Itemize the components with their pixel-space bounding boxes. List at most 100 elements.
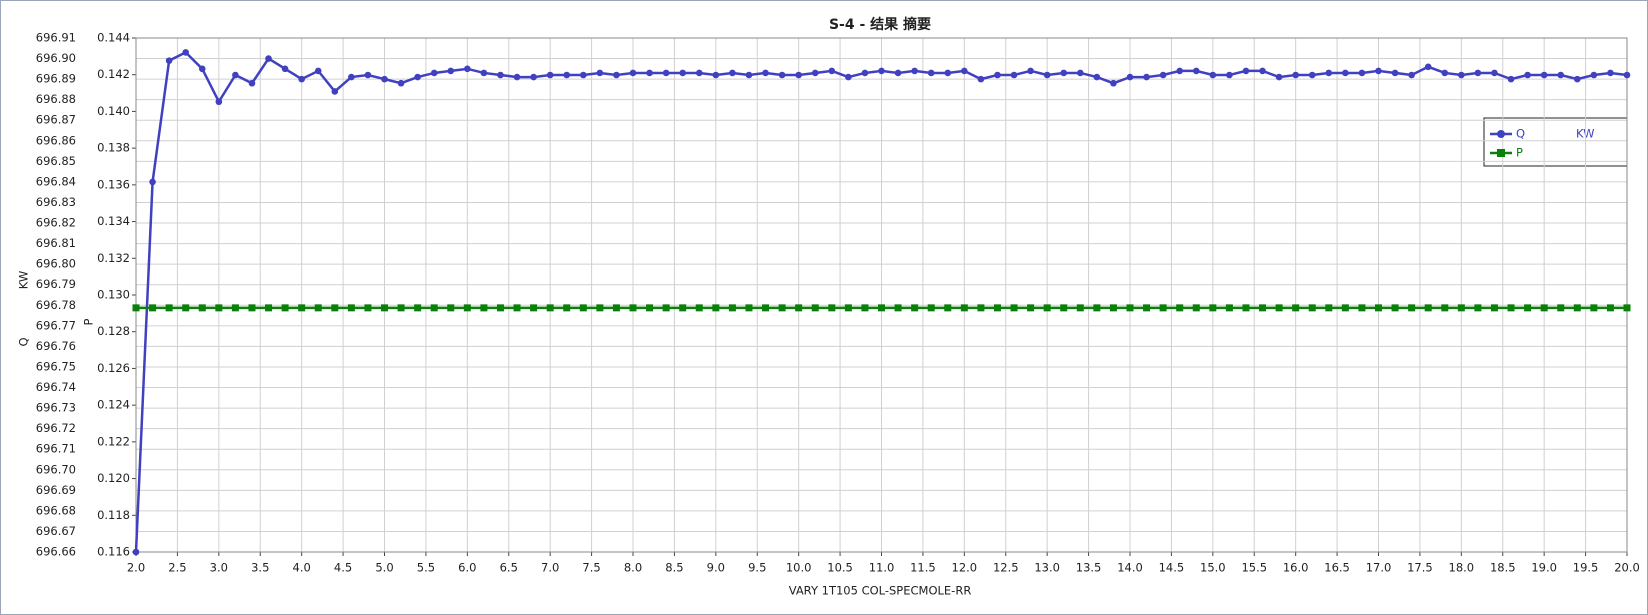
point [496, 304, 504, 312]
point [397, 79, 405, 87]
legend [1483, 117, 1628, 167]
x-tick-label: 16.0 [1283, 561, 1309, 575]
point [960, 304, 968, 312]
point [497, 71, 504, 79]
legend-marker [1497, 149, 1505, 157]
x-tick-label: 9.0 [707, 561, 725, 575]
point [927, 304, 935, 312]
point [165, 304, 173, 312]
point [646, 304, 654, 312]
point [1623, 304, 1631, 312]
point [778, 304, 786, 312]
x-tick-label: 11.5 [910, 561, 936, 575]
point [430, 69, 438, 77]
x-tick-label: 7.5 [582, 561, 600, 575]
x-tick-label: 19.0 [1531, 561, 1557, 575]
point [530, 304, 538, 312]
point [1060, 69, 1068, 77]
point [1192, 67, 1200, 75]
point [878, 67, 885, 75]
point [712, 304, 720, 312]
point [596, 304, 604, 312]
point [447, 67, 455, 75]
point [298, 304, 306, 312]
point [298, 75, 305, 83]
x-tick-label: 14.5 [1159, 561, 1185, 575]
point [1424, 304, 1432, 312]
point [1375, 304, 1382, 312]
point [1375, 67, 1382, 75]
x-tick-label: 4.0 [293, 561, 311, 575]
point [1159, 304, 1167, 312]
x-tick-label: 19.5 [1573, 561, 1599, 575]
point [1010, 304, 1018, 312]
y2-tick-label: 0.136 [97, 177, 130, 191]
point [811, 69, 819, 77]
point [1043, 304, 1051, 312]
point [1226, 71, 1233, 79]
point [513, 73, 521, 81]
point [695, 69, 703, 77]
y-tick-label: 696.68 [36, 503, 76, 517]
point [364, 71, 372, 79]
y2-tick-label: 0.140 [97, 104, 130, 118]
y-tick-label: 696.71 [36, 442, 76, 456]
point [1109, 304, 1117, 312]
legend-label: P [1516, 146, 1523, 160]
point [1424, 63, 1432, 71]
point [248, 79, 256, 87]
point [1027, 67, 1034, 75]
point [944, 69, 952, 77]
point [729, 69, 736, 77]
y-tick-label: 696.85 [36, 154, 76, 168]
point [480, 304, 488, 312]
x-tick-label: 10.5 [827, 561, 853, 575]
point [795, 71, 802, 79]
point [215, 304, 223, 312]
point [464, 65, 471, 73]
point [563, 304, 571, 312]
point [712, 71, 720, 79]
point [1507, 75, 1515, 83]
y2-tick-label: 0.122 [97, 434, 130, 448]
legend-label: Q [1516, 127, 1525, 141]
y-tick-label: 696.90 [36, 51, 76, 65]
point [1126, 304, 1134, 312]
point [1341, 304, 1349, 312]
point [596, 69, 604, 77]
x-tick-label: 17.5 [1407, 561, 1433, 575]
y-tick-label: 696.75 [36, 359, 76, 373]
point [927, 69, 935, 77]
y2-tick-label: 0.138 [97, 141, 130, 155]
x-tick-label: 3.5 [251, 561, 269, 575]
x-tick-label: 14.0 [1117, 561, 1143, 575]
point [546, 304, 554, 312]
point [944, 304, 952, 312]
point [198, 304, 206, 312]
x-tick-label: 18.5 [1490, 561, 1516, 575]
point [1325, 69, 1333, 77]
x-tick-label: 12.5 [993, 561, 1019, 575]
point [1457, 304, 1465, 312]
point [1458, 71, 1465, 79]
point [1474, 69, 1482, 77]
y-tick-label: 696.69 [36, 483, 76, 497]
point [1408, 304, 1416, 312]
y-tick-label: 696.80 [36, 257, 76, 271]
point [1126, 73, 1134, 81]
point [530, 73, 537, 81]
point [845, 73, 852, 81]
point [662, 69, 670, 77]
point [579, 304, 587, 312]
plot-border [135, 37, 1628, 553]
y-tick-label: 696.76 [36, 339, 76, 353]
y2-tick-label: 0.120 [97, 471, 130, 485]
point [1275, 73, 1283, 81]
point [662, 304, 670, 312]
x-tick-label: 6.5 [500, 561, 518, 575]
point [348, 73, 355, 81]
point [1607, 69, 1614, 77]
point [1176, 304, 1184, 312]
point [993, 304, 1001, 312]
x-tick-label: 4.5 [334, 561, 352, 575]
